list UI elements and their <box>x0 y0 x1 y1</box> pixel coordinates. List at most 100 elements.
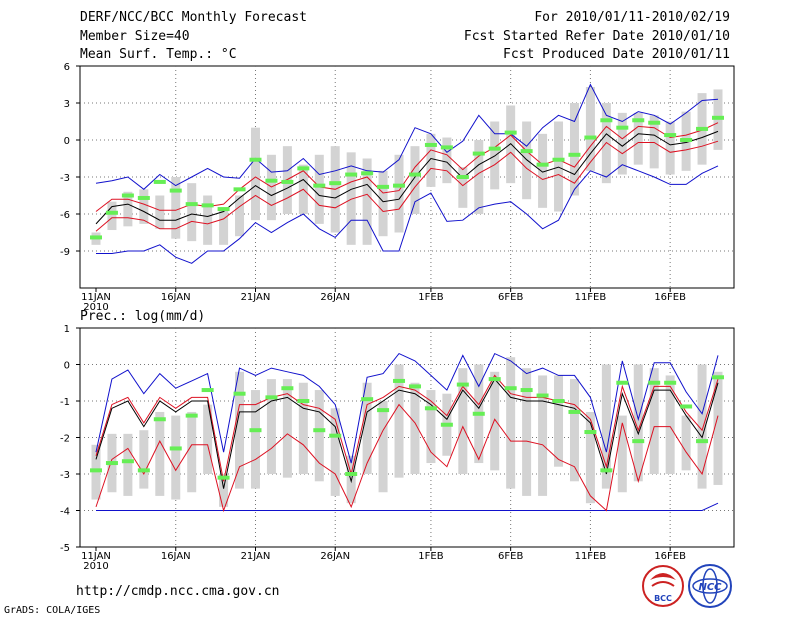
y-tick-label: 0 <box>64 136 70 147</box>
mean-marker <box>201 388 214 393</box>
footer-url[interactable]: http://cmdp.ncc.cma.gov.cn <box>76 584 280 599</box>
ensemble-bar <box>554 121 564 212</box>
median-line <box>95 378 719 489</box>
y-tick-label: -5 <box>60 543 70 554</box>
x-tick-label: 26JAN <box>320 551 350 562</box>
mean-marker <box>265 395 278 400</box>
x-tick-label: 1FEB <box>418 292 443 303</box>
mean-marker <box>584 430 597 435</box>
mean-marker <box>488 377 501 382</box>
ensemble-bar <box>713 371 723 485</box>
mean-marker <box>472 151 485 156</box>
x-tick-year: 2010 <box>83 561 108 572</box>
ensemble-bar <box>139 430 149 489</box>
forecast-produced-date: Fcst Produced Date 2010/01/11 <box>503 47 730 62</box>
ensemble-bar <box>314 390 324 482</box>
ensemble-bar <box>458 167 468 208</box>
y-tick-label: -9 <box>60 247 70 258</box>
ensemble-bar <box>282 379 292 478</box>
mean-marker <box>440 145 453 150</box>
ensemble-bar <box>266 379 276 474</box>
ensemble-bar <box>123 191 133 227</box>
min-line <box>96 164 719 264</box>
ensemble-bar <box>187 411 197 493</box>
mean-marker <box>488 146 501 151</box>
mean-marker <box>105 210 118 215</box>
mean-marker <box>90 468 102 473</box>
ensemble-bar <box>314 154 324 224</box>
y-tick-label: -6 <box>60 210 70 221</box>
mean-marker <box>185 202 198 207</box>
mean-marker <box>632 439 645 444</box>
mean-marker <box>712 115 724 120</box>
mean-marker <box>265 178 278 183</box>
x-tick-label: 6FEB <box>498 292 523 303</box>
y-tick-label: 6 <box>64 62 70 73</box>
mean-marker <box>536 162 549 167</box>
ensemble-bar <box>649 115 659 169</box>
ensemble-bar <box>362 382 372 474</box>
mean-marker <box>329 181 342 186</box>
ensemble-bar <box>665 375 675 474</box>
forecast-start-date: Fcst Started Refer Date 2010/01/10 <box>463 29 730 44</box>
y-tick-label: -1 <box>60 397 70 408</box>
mean-marker <box>105 461 118 466</box>
chart-title: DERF/NCC/BCC Monthly Forecast <box>80 10 307 25</box>
mean-marker <box>504 386 517 391</box>
mean-marker <box>552 399 565 403</box>
mean-marker <box>153 417 166 422</box>
y-tick-label: 1 <box>64 324 70 335</box>
x-tick-label: 26JAN <box>320 292 350 303</box>
ensemble-bar <box>490 371 500 471</box>
y-tick-label: 0 <box>64 361 70 372</box>
mean-marker <box>680 138 693 142</box>
mean-marker <box>680 404 693 409</box>
mean-marker <box>584 135 597 140</box>
mean-marker <box>169 188 182 193</box>
mean-marker <box>424 406 437 411</box>
mean-marker <box>568 409 581 414</box>
ensemble-bar <box>378 170 388 237</box>
precip-title: Prec.: log(mm/d) <box>80 309 206 324</box>
mean-marker <box>600 468 613 473</box>
ensemble-bar <box>410 146 420 214</box>
ensemble-bar <box>538 375 548 496</box>
x-tick-year: 2010 <box>83 302 108 313</box>
ensemble-bar <box>474 140 484 214</box>
forecast-period: For 2010/01/11-2010/02/19 <box>534 10 730 25</box>
mean-marker <box>377 184 390 189</box>
mean-marker <box>233 391 246 396</box>
ensemble-bar <box>362 158 372 245</box>
y-tick-label: -4 <box>60 507 70 518</box>
mean-marker <box>297 166 310 171</box>
ensemble-bar <box>298 382 308 474</box>
mean-marker <box>281 386 294 391</box>
ensemble-bar <box>458 368 468 474</box>
mean-marker <box>712 375 724 380</box>
mean-marker <box>520 388 533 393</box>
mean-marker <box>520 149 533 154</box>
x-tick-label: 21JAN <box>241 292 271 303</box>
x-tick-label: 16FEB <box>654 551 686 562</box>
ensemble-bar <box>219 207 229 245</box>
mean-marker <box>249 428 262 433</box>
mean-marker <box>456 382 469 387</box>
member-size: Member Size=40 <box>80 29 190 44</box>
mean-marker <box>456 175 469 179</box>
mean-marker <box>297 399 310 403</box>
mean-marker <box>393 183 406 188</box>
mean-marker <box>249 157 262 162</box>
mean-marker <box>552 157 565 162</box>
mean-marker <box>440 422 453 427</box>
ensemble-bar <box>569 379 579 482</box>
x-tick-label: 1FEB <box>418 551 443 562</box>
mean-marker <box>153 179 166 184</box>
mean-marker <box>121 459 134 464</box>
mean-marker <box>408 384 421 389</box>
mean-marker <box>169 446 182 451</box>
mean-marker <box>648 120 661 125</box>
ensemble-bar <box>203 195 213 245</box>
ensemble-bar <box>538 133 548 208</box>
